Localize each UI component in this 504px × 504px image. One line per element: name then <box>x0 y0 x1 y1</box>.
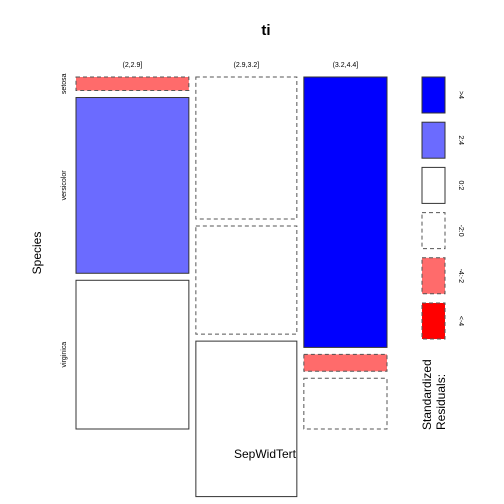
legend-label: 0:2 <box>457 181 464 191</box>
column-label: (2,2.9] <box>123 62 143 69</box>
row-label: versicolor <box>61 170 68 201</box>
mosaic-cell <box>303 353 388 372</box>
mosaic-cell <box>303 76 388 348</box>
chart-title: ti <box>261 22 270 39</box>
mosaic-cell <box>195 76 298 220</box>
mosaic-cell <box>75 97 190 274</box>
row-label: virginica <box>61 342 68 368</box>
legend-swatch <box>421 302 446 340</box>
legend-label: <-4 <box>457 316 464 326</box>
legend-label: -2:0 <box>457 225 464 237</box>
mosaic-cell <box>75 76 190 92</box>
legend-title: StandardizedResiduals: <box>420 359 448 430</box>
mosaic-cell <box>75 279 190 430</box>
legend-label: -4:-2 <box>457 269 464 284</box>
y-axis-label: Species <box>30 232 44 275</box>
row-label: setosa <box>61 73 68 94</box>
legend-swatch <box>421 76 446 114</box>
legend-label: >4 <box>457 91 464 99</box>
column-label: (2.9,3.2] <box>234 62 260 69</box>
mosaic-cell <box>195 340 298 498</box>
legend-swatch <box>421 166 446 204</box>
x-axis-label: SepWidTert <box>234 447 297 461</box>
column-label: (3.2,4.4] <box>333 62 359 69</box>
legend-label: 2:4 <box>457 135 464 145</box>
mosaic-cell <box>303 377 388 430</box>
legend-swatch <box>421 121 446 159</box>
legend-swatch <box>421 257 446 295</box>
mosaic-cell <box>195 225 298 335</box>
legend-swatch <box>421 212 446 250</box>
